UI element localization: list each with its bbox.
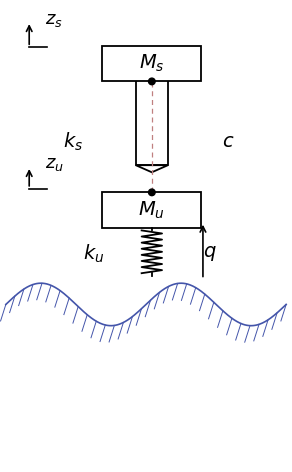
Bar	[136, 66, 168, 165]
Bar	[102, 46, 201, 81]
Text: $z_u$: $z_u$	[45, 155, 64, 173]
Text: $M_u$: $M_u$	[138, 199, 165, 221]
Text: $k_u$: $k_u$	[83, 243, 104, 265]
Circle shape	[149, 189, 155, 195]
Text: $z_s$: $z_s$	[45, 11, 63, 29]
Polygon shape	[136, 165, 168, 172]
Text: $q$: $q$	[204, 244, 217, 263]
Text: $M_s$: $M_s$	[139, 53, 165, 75]
Text: $c$: $c$	[222, 132, 234, 151]
Text: $k_s$: $k_s$	[63, 130, 83, 153]
Bar	[102, 193, 201, 228]
Circle shape	[149, 78, 155, 85]
Bar	[148, 66, 155, 82]
